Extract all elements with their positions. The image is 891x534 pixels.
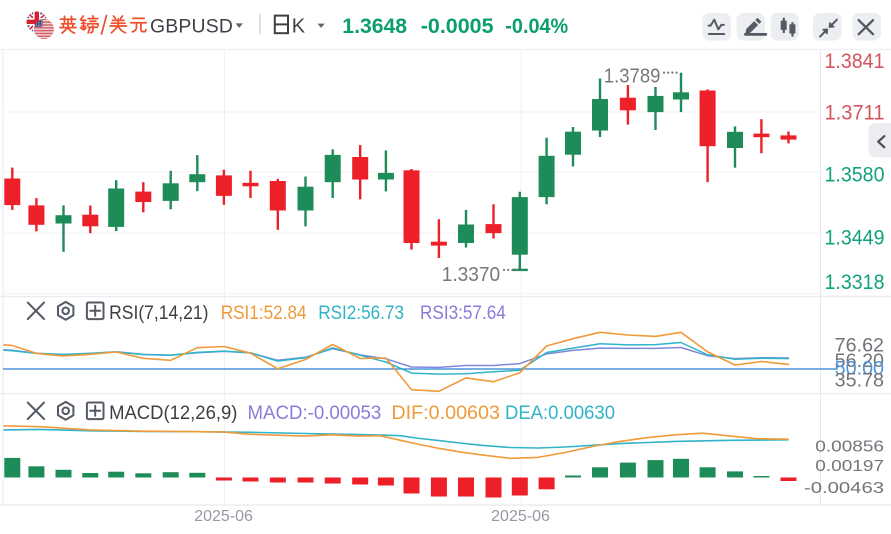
svg-text:1.3648: 1.3648 (342, 15, 407, 38)
svg-text:GBPUSD: GBPUSD (150, 15, 233, 37)
svg-text:RSI3:57.64: RSI3:57.64 (420, 302, 506, 324)
svg-text:2025-06: 2025-06 (491, 508, 550, 525)
svg-text:56.20: 56.20 (835, 351, 884, 372)
svg-text:1.3370: 1.3370 (442, 264, 501, 286)
svg-text:1.3841: 1.3841 (825, 49, 885, 73)
svg-text:RSI1:52.84: RSI1:52.84 (221, 302, 307, 324)
svg-text:1.3449: 1.3449 (825, 225, 885, 249)
svg-text:76.62: 76.62 (835, 335, 884, 356)
svg-text:1.3711: 1.3711 (825, 101, 885, 125)
svg-text:1.3580: 1.3580 (825, 163, 885, 187)
svg-text:0.00856: 0.00856 (815, 439, 884, 456)
svg-text:-0.0005: -0.0005 (421, 15, 494, 38)
svg-text:-0.00463: -0.00463 (804, 480, 884, 497)
svg-text:RSI(7,14,21): RSI(7,14,21) (109, 302, 208, 324)
svg-text:35.78: 35.78 (835, 371, 884, 392)
svg-text:2025-06: 2025-06 (194, 508, 253, 525)
svg-text:1.3789: 1.3789 (604, 66, 661, 88)
svg-text:MACD(12,26,9): MACD(12,26,9) (109, 402, 237, 424)
svg-text:0.00197: 0.00197 (815, 458, 884, 475)
svg-text:50.00: 50.00 (835, 359, 884, 380)
svg-text:-0.04%: -0.04% (505, 15, 568, 38)
svg-text:MACD:-0.00053: MACD:-0.00053 (248, 402, 382, 424)
svg-text:K: K (292, 15, 306, 37)
svg-text:RSI2:56.73: RSI2:56.73 (318, 302, 404, 324)
svg-text:1.3318: 1.3318 (825, 270, 885, 294)
svg-text:DIF:0.00603: DIF:0.00603 (391, 402, 500, 424)
svg-text:DEA:0.00630: DEA:0.00630 (505, 402, 615, 424)
